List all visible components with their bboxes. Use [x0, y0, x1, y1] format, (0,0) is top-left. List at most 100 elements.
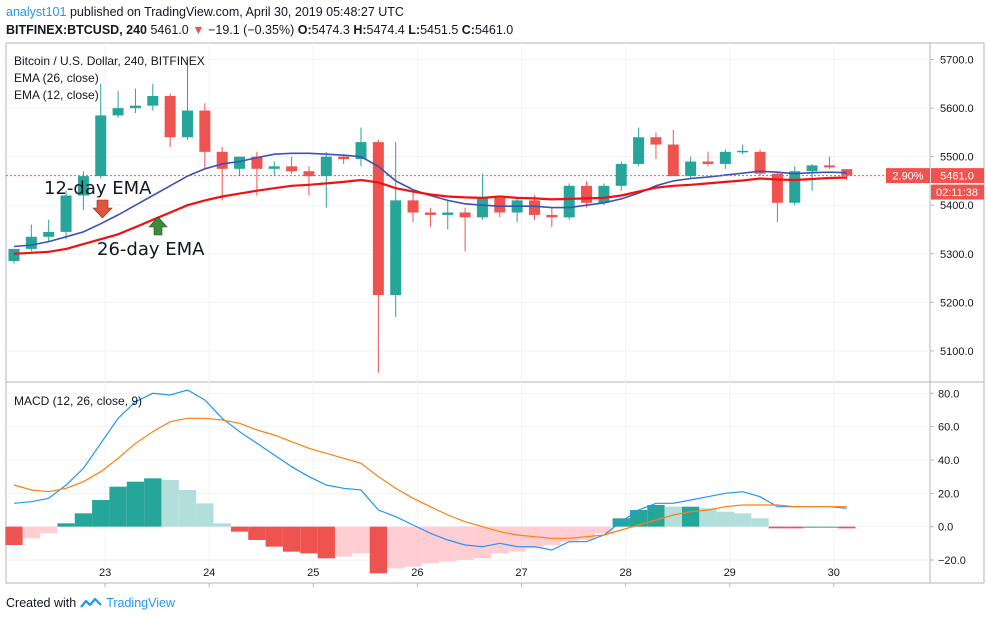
percent-tag: 2.90%	[892, 171, 923, 183]
macd-histogram-bar	[838, 526, 856, 529]
macd-histogram-bar	[196, 503, 214, 527]
publisher-name[interactable]: analyst101	[6, 5, 67, 19]
macd-line	[13, 389, 847, 551]
macd-histogram-bar	[213, 523, 231, 527]
candle-body-up	[43, 231, 55, 237]
close-label: C:	[461, 23, 475, 37]
candle-body-up	[442, 212, 454, 215]
macd-histogram-bar	[126, 481, 145, 527]
macd-histogram-bar	[734, 513, 752, 527]
candle-body-up	[77, 176, 89, 196]
candle-body-down	[754, 151, 766, 174]
arrow-down-icon	[92, 199, 113, 219]
candle-body-up	[234, 156, 246, 169]
candle-body-up	[8, 248, 20, 262]
low-value: 5451.5	[420, 23, 459, 37]
macd-tick-label: −20.0	[938, 555, 966, 567]
candle-body-up	[719, 151, 731, 164]
candle-body-down	[286, 166, 298, 172]
time-tick-label: 28	[619, 567, 631, 579]
macd-histogram-bar	[5, 526, 23, 545]
macd-tick-label: 40.0	[938, 455, 959, 467]
macd-histogram-bar	[491, 526, 509, 554]
legend-ema26: EMA (26, close)	[14, 71, 99, 85]
price-tick-label: 5500.0	[940, 152, 974, 164]
macd-histogram-bar	[334, 526, 353, 557]
price-tick-label: 5300.0	[940, 249, 974, 261]
macd-histogram-bar	[40, 526, 58, 534]
candle-body-down	[303, 171, 315, 177]
high-value: 5474.4	[366, 23, 405, 37]
signal-line	[13, 417, 847, 539]
price-tag-bg	[931, 168, 984, 184]
price-tick-label: 5700.0	[940, 55, 974, 67]
symbol-name: BITFINEX:BTCUSD, 240	[6, 23, 147, 37]
macd-histogram-bar	[387, 526, 405, 569]
time-tick-label: 30	[828, 567, 840, 579]
macd-histogram-bar	[612, 518, 630, 527]
candle-body-down	[581, 185, 593, 203]
candle-body-down	[494, 197, 506, 213]
high-label: H:	[353, 23, 367, 37]
macd-tick-label: 60.0	[938, 422, 959, 434]
macd-histogram-bar	[768, 526, 787, 529]
macd-histogram-bar	[473, 526, 492, 559]
tradingview-logo-icon	[80, 597, 102, 608]
low-label: L:	[408, 23, 421, 37]
macd-histogram-bar	[369, 526, 388, 574]
candle-body-down	[216, 151, 228, 169]
arrow-up-icon	[148, 216, 168, 236]
candle-body-down	[164, 95, 176, 138]
macd-histogram-bar	[230, 526, 249, 532]
price-tick-label: 5400.0	[940, 200, 974, 212]
ema12-line	[13, 152, 847, 248]
macd-histogram-bar	[699, 508, 717, 527]
created-with-text: Created with	[6, 596, 77, 610]
macd-histogram-bar	[92, 500, 110, 527]
time-axis-ticks: 23 24 25 26 27 28 29 30	[99, 567, 840, 587]
countdown-tag: 02:11:38	[936, 187, 978, 199]
time-tick-label: 27	[515, 567, 527, 579]
published-text: published on TradingView.com, April 30, …	[69, 5, 404, 19]
macd-axis-ticks: −20.0 0.0 20.0 40.0 60.0 80.0	[930, 388, 966, 567]
candle-body-up	[112, 108, 124, 116]
percent-tag-bg	[886, 168, 930, 184]
time-tick-label: 29	[724, 567, 736, 579]
macd-pane	[5, 389, 856, 574]
candle-body-up	[129, 105, 141, 109]
candle-body-up	[25, 236, 37, 249]
candle-body-down	[424, 212, 436, 215]
candle-body-down	[702, 161, 714, 164]
tradingview-brand[interactable]: TradingView	[106, 596, 175, 610]
candle-body-down	[251, 156, 263, 169]
candle-body-down	[823, 165, 835, 168]
grid	[6, 43, 930, 583]
candle-body-down	[372, 142, 384, 296]
macd-histogram-bar	[300, 526, 318, 554]
macd-histogram-bar	[144, 478, 162, 527]
candle-body-up	[615, 163, 627, 186]
candle-body-down	[407, 200, 419, 213]
candle-body-up	[806, 165, 818, 172]
open-label: O:	[297, 23, 312, 37]
time-tick-label: 23	[99, 567, 111, 579]
price-tick-label: 5600.0	[940, 103, 974, 115]
macd-histogram-bar	[681, 506, 700, 527]
macd-histogram-bar	[508, 526, 526, 552]
legend-ema12: EMA (12, close)	[14, 88, 99, 102]
close-value: 5461.0	[474, 23, 514, 37]
countdown-tag-bg	[931, 184, 984, 200]
macd-tick-label: 80.0	[938, 388, 959, 400]
candle-body-down	[546, 214, 558, 218]
macd-histogram-bar	[248, 526, 266, 540]
symbol-header: BITFINEX:BTCUSD, 240 5461.0 ▼ −19.1 (−0.…	[6, 23, 513, 37]
price-tag: 2.90% 5461.0 02:11:38	[886, 168, 984, 200]
candle-body-down	[338, 156, 350, 160]
legend-title: Bitcoin / U.S. Dollar, 240, BITFINEX	[14, 54, 205, 68]
candle-body-up	[476, 197, 488, 218]
candle-body-up	[182, 110, 193, 138]
macd-histogram-bar	[543, 526, 561, 545]
candle-body-up	[598, 185, 610, 203]
candle-body-up	[563, 185, 575, 218]
